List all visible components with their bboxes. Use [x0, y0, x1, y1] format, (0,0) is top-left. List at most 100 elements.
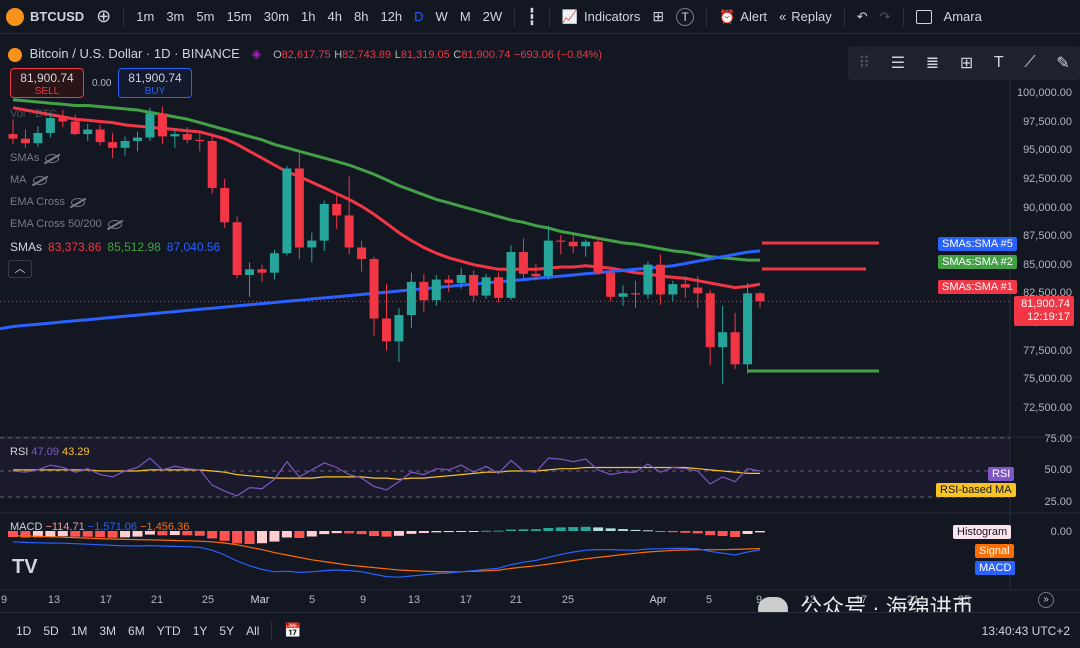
interval-8h[interactable]: 8h	[353, 9, 369, 24]
range-1m[interactable]: 1M	[70, 623, 88, 638]
time-tick-label: 17	[459, 594, 473, 606]
templates-t-icon[interactable]: T	[670, 0, 700, 33]
interval-w[interactable]: W	[435, 9, 448, 24]
collapse-legend-button[interactable]: ︿	[8, 260, 32, 278]
sell-button[interactable]: 81,900.74 SELL	[10, 68, 84, 98]
divider	[548, 6, 550, 27]
macd-histogram-bar	[294, 531, 305, 538]
indicator-smas-values[interactable]: SMAs 83,373.86 85,512.98 87,040.56	[10, 240, 220, 254]
layout-account-button[interactable]: Amara	[910, 0, 988, 33]
macd-histogram-bar	[182, 531, 193, 536]
bottom-toolbar: 1D 5D 1M 3M 6M YTD 1Y 5Y All 📅 13:40:43 UTC+2	[0, 612, 1080, 648]
indicator-ema-cross-50-200-label: EMA Cross 50/200	[10, 218, 102, 230]
candle-body	[543, 240, 553, 277]
interval-d[interactable]: D	[414, 9, 424, 24]
interval-3m[interactable]: 3m	[166, 9, 185, 24]
sma2-line	[12, 98, 760, 262]
sma2-tag: SMAs:SMA #2	[938, 255, 1017, 269]
indicator-ema-cross[interactable]: EMA Cross	[10, 196, 86, 208]
indicator-ema-cross-50-200[interactable]: EMA Cross 50/200	[10, 218, 122, 230]
indicator-vol[interactable]: Vol · BTC	[10, 108, 57, 120]
macd-histogram-bar	[443, 531, 454, 533]
interval-30m[interactable]: 30m	[263, 9, 290, 24]
fib-retracement-icon[interactable]: ≣	[925, 55, 940, 72]
smas-label: SMAs	[10, 240, 43, 254]
interval-m[interactable]: M	[459, 9, 471, 24]
macd-legend: MACD −114.71 −1,571.06 −1,456.36	[10, 521, 189, 533]
macd-histogram-bar	[306, 531, 317, 537]
range-1y[interactable]: 1Y	[192, 623, 208, 638]
macd-histogram-bar	[120, 531, 131, 538]
change-value: −693.06 (−0.84%)	[513, 49, 603, 61]
square-icon	[915, 9, 932, 24]
time-tick-label: 25	[561, 594, 575, 606]
text-tool-icon[interactable]: T	[993, 54, 1004, 71]
eye-hidden-icon[interactable]	[32, 175, 47, 185]
indicator-smas-label: SMAs	[10, 152, 40, 164]
chart-canvas[interactable]	[0, 35, 1080, 612]
crosshair-grid-icon[interactable]: ⊞	[959, 55, 974, 72]
interval-1h[interactable]: 1h	[301, 9, 316, 24]
interval-4h[interactable]: 4h	[327, 9, 342, 24]
eye-hidden-icon[interactable]	[107, 219, 122, 229]
buy-button[interactable]: 81,900.74 BUY	[118, 68, 192, 98]
candle-body	[593, 241, 603, 273]
chart-type-candles-icon[interactable]: ┇	[527, 8, 537, 26]
eye-hidden-icon[interactable]	[71, 197, 86, 207]
symbol-search[interactable]: BTCUSD	[0, 0, 90, 33]
alert-button[interactable]: ⏰ Alert	[713, 0, 773, 33]
trend-lines-icon[interactable]: ☰	[890, 55, 906, 72]
pencil-icon[interactable]: ✎	[1056, 55, 1070, 72]
drag-handle-icon[interactable]: ⠿	[858, 55, 871, 72]
time-tick-label: 25	[201, 594, 215, 606]
candle-body	[108, 142, 118, 148]
redo-icon[interactable]: ↷	[879, 8, 891, 24]
time-tick-label: 9	[359, 594, 367, 606]
price-tick-label: 92,500.00	[1023, 172, 1072, 185]
indicator-smas-hidden[interactable]: SMAs	[10, 152, 60, 164]
replay-button[interactable]: « Replay	[773, 0, 838, 33]
date-range-icon[interactable]: 📅	[284, 622, 302, 638]
interval-2w[interactable]: 2W	[482, 9, 503, 24]
candle-body	[668, 284, 678, 295]
range-6m[interactable]: 6M	[128, 623, 145, 638]
brush-icon[interactable]: ⟋	[1024, 54, 1036, 71]
candle-body	[145, 113, 155, 138]
top-toolbar: BTCUSD ⊕ 1m 3m 5m 15m 30m 1h 4h 8h 12h D W M 2W ┇ 📈 …	[0, 0, 1080, 34]
macd-histogram-bar	[194, 531, 205, 536]
range-ytd[interactable]: YTD	[156, 623, 181, 638]
macd-histogram-bar	[331, 531, 342, 534]
divider	[514, 6, 516, 27]
tradingview-logo-icon: TV	[12, 556, 38, 578]
range-5y[interactable]: 5Y	[219, 623, 235, 638]
indicator-ma[interactable]: MA	[10, 174, 47, 186]
interval-5m[interactable]: 5m	[196, 9, 215, 24]
macd-histogram-bar	[655, 531, 666, 532]
range-5d[interactable]: 5D	[43, 623, 59, 638]
layouts-grid-icon[interactable]: ⊞	[652, 8, 665, 24]
interval-12h[interactable]: 12h	[380, 9, 403, 24]
indicators-button[interactable]: 📈 Indicators	[556, 0, 647, 33]
candle-body	[730, 332, 740, 365]
smas-v1: 83,373.86	[48, 240, 102, 254]
candle-body	[45, 118, 55, 133]
replay-label: Replay	[791, 9, 832, 24]
compare-plus-icon[interactable]: ⊕	[96, 6, 112, 26]
interval-15m[interactable]: 15m	[226, 9, 252, 24]
high-label: H	[334, 49, 343, 61]
btc-logo-icon	[6, 7, 24, 26]
open-value: 82,617.75	[281, 49, 331, 61]
range-1d[interactable]: 1D	[16, 623, 32, 638]
range-all[interactable]: All	[246, 623, 260, 638]
eye-hidden-icon[interactable]	[45, 153, 60, 163]
price-tick-label: 72,500.00	[1023, 402, 1072, 414]
macd-label: MACD	[10, 521, 43, 533]
macd-signal-value: −1,456.36	[140, 521, 190, 533]
macd-histogram-bar	[219, 531, 230, 541]
candle-body	[83, 129, 93, 135]
go-to-realtime-button[interactable]: »	[1038, 592, 1054, 608]
range-3m[interactable]: 3M	[99, 623, 117, 638]
undo-icon[interactable]: ↶	[856, 8, 868, 24]
utc-clock[interactable]: 13:40:43 UTC+2	[981, 624, 1070, 638]
interval-1m[interactable]: 1m	[136, 9, 155, 24]
